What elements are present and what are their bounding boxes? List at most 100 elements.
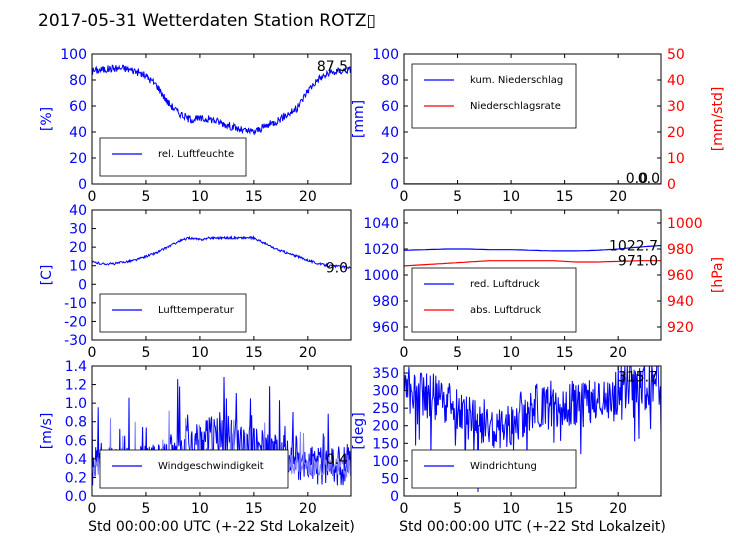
series-line-2 [404,260,661,267]
y-tick-label: 1040 [363,216,399,232]
y-tick-label: 200 [372,419,399,435]
legend-label: Lufttemperatur [158,305,235,316]
legend-frame [99,293,247,333]
plot-frame [91,53,352,185]
y-right-tick-label: 0 [667,177,676,193]
y-tick-label: -30 [64,333,87,349]
last-value-annotation: 1022.7 [609,238,658,254]
x-tick-label: 20 [609,501,627,517]
legend: Windrichtung [411,449,577,489]
y-tick-label: 80 [69,73,87,89]
x-tick-label: 15 [245,345,263,361]
y-tick-label: 980 [372,294,399,310]
panel-5: 0 5 10 15 20 0.0 0.2 0.4 0.6 0.8 1.0 1.2 1.4 [m/s] Std… [39,359,355,535]
x-axis-label: Std 00:00:00 UTC (+-22 Std Lokalzeit) [88,519,355,535]
x-tick-label: 5 [141,189,150,205]
y-right-tick-label: 1000 [667,216,703,232]
y-tick-label: 1000 [363,268,399,284]
panel-2: 0 5 10 15 20 0 20 40 60 80 100 0 10 20 30 40 50 [mm] [mm/s… [351,47,726,205]
y-tick-label: 10 [69,259,87,275]
x-tick-label: 10 [191,189,209,205]
figure-title: 2017-05-31 Wetterdaten Station ROTZ▯ [38,11,376,31]
series-line-1 [404,244,661,252]
legend-frame [411,449,577,489]
x-tick-label: 15 [556,501,574,517]
y-tick-label: 0.8 [65,415,87,431]
series-line-1 [92,234,351,270]
panel-3: 0 5 10 15 20 -30 -20 -10 0 10 20 30 40 [C] 9.0 Lufttemp… [39,203,352,361]
y-tick-label: 1.4 [65,359,87,375]
y-tick-label: 1.2 [65,378,87,394]
y-tick-label: 0.0 [65,489,87,505]
y-tick-label: 40 [69,203,87,219]
legend-label: Windgeschwindigkeit [158,461,264,472]
y-right-tick-label: 10 [667,151,685,167]
y-tick-label: 960 [372,320,399,336]
x-tick-label: 0 [400,345,409,361]
last-value-annotation: 0.0 [638,171,660,187]
y-right-axis-label: [mm/std] [710,87,726,152]
legend-label: red. Luftdruck [470,279,540,290]
y-axis-label: [deg] [351,412,367,449]
plot-frame [91,365,352,497]
y-right-tick-label: 980 [667,242,694,258]
y-right-tick-label: 40 [667,73,685,89]
y-right-tick-label: 920 [667,320,694,336]
y-axis-label: [mm] [351,100,367,138]
plot-frame [403,365,662,497]
x-axis-label: Std 00:00:00 UTC (+-22 Std Lokalzeit) [399,519,666,535]
y-tick-label: 100 [372,454,399,470]
x-tick-label: 20 [609,189,627,205]
y-axis-label: [C] [39,265,55,286]
y-axis-label: [%] [39,107,55,131]
y-tick-label: 1020 [363,242,399,258]
panel-1: 0 5 10 15 20 0 20 40 60 80 100 [%] 87.5 rel. Luftfeuc… [39,47,352,205]
y-right-tick-label: 50 [667,47,685,63]
last-value-annotation: 9.0 [326,261,348,277]
x-tick-label: 10 [502,501,520,517]
y-tick-label: -10 [64,296,87,312]
y-tick-label: 60 [381,99,399,115]
x-tick-label: 15 [245,501,263,517]
x-tick-label: 0 [88,501,97,517]
x-tick-label: 0 [400,501,409,517]
x-tick-label: 15 [556,189,574,205]
y-tick-label: 20 [69,151,87,167]
y-tick-label: 250 [372,401,399,417]
legend-frame [99,137,247,177]
plot-frame [403,53,662,185]
legend-label: abs. Luftdruck [470,305,541,316]
legend-label: Windrichtung [470,461,537,472]
legend: kum. Niederschlag Niederschlagsrate [411,63,577,129]
y-tick-label: 0 [390,489,399,505]
y-tick-label: 100 [60,47,87,63]
legend: Windgeschwindigkeit [99,449,289,489]
panel-4: 0 5 10 15 20 960 980 1000 1020 1040 920 940 960 980 10… [363,209,726,361]
y-tick-label: 0.4 [65,452,87,468]
y-tick-label: 150 [372,436,399,452]
x-tick-label: 20 [299,189,317,205]
plot-frame [91,209,352,341]
y-tick-label: 0 [78,177,87,193]
y-tick-label: 0 [78,277,87,293]
x-tick-label: 10 [502,189,520,205]
y-right-tick-label: 30 [667,99,685,115]
y-right-tick-label: 960 [667,268,694,284]
legend-label: rel. Luftfeuchte [158,149,234,160]
y-tick-label: 60 [69,99,87,115]
x-tick-label: 5 [453,345,462,361]
x-tick-label: 15 [556,345,574,361]
y-right-axis-label: [hPa] [710,257,726,293]
series-line-1 [92,64,351,136]
x-tick-label: 20 [299,501,317,517]
x-tick-label: 10 [191,345,209,361]
x-tick-label: 5 [453,501,462,517]
y-tick-label: 100 [372,47,399,63]
y-tick-label: 1.0 [65,396,87,412]
y-axis-label: [m/s] [39,413,55,450]
y-tick-label: 20 [381,151,399,167]
x-tick-label: 5 [141,501,150,517]
series-group [92,234,351,270]
